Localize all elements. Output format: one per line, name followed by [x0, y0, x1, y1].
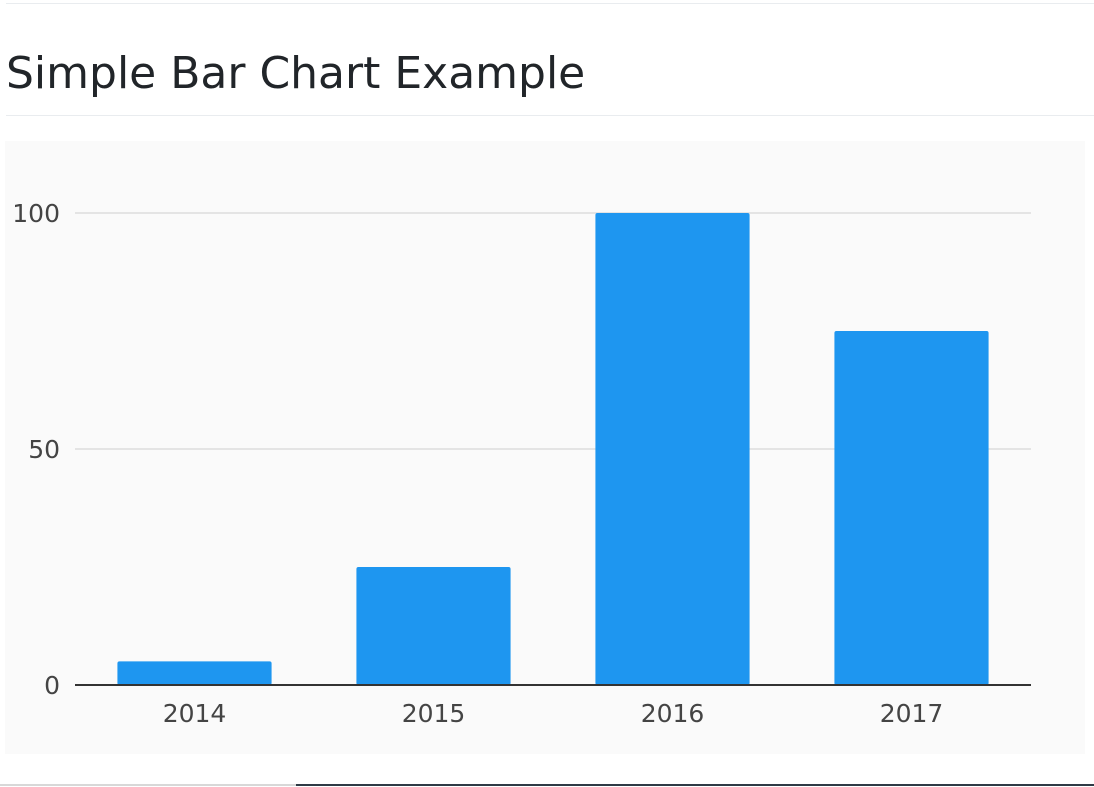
title-divider	[6, 115, 1094, 116]
bar-chart: 0 50 100 2014 2015 2016 2017	[12, 199, 1031, 728]
chart-panel: 0 50 100 2014 2015 2016 2017	[5, 141, 1085, 754]
bottom-divider-right	[296, 784, 1094, 786]
x-tick-label: 2015	[402, 699, 466, 728]
y-tick-label: 100	[12, 199, 60, 228]
y-tick-label: 50	[28, 435, 60, 464]
x-tick-label: 2014	[163, 699, 227, 728]
bar-2017	[834, 331, 989, 685]
top-divider	[6, 3, 1094, 4]
x-tick-label: 2016	[641, 699, 705, 728]
y-tick-label: 0	[44, 671, 60, 700]
bar-2016	[595, 213, 750, 685]
page-title: Simple Bar Chart Example	[6, 48, 586, 99]
x-tick-label: 2017	[880, 699, 944, 728]
bar-2014	[117, 661, 272, 685]
bar-2015	[356, 567, 511, 685]
bottom-divider-left	[0, 784, 296, 786]
